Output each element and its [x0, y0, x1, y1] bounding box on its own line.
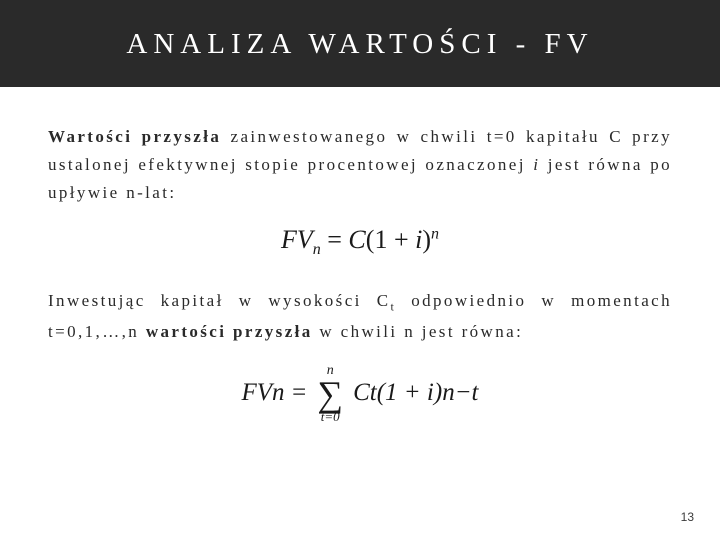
f2-c: C: [353, 379, 370, 406]
f2-ct-sub: t: [370, 379, 377, 406]
paragraph-1: Wartości przyszła zainwestowanego w chwi…: [48, 123, 672, 207]
para1-bold: Wartości przyszła: [48, 127, 221, 146]
f2-body: 1 + i: [385, 379, 434, 406]
formula-2: FVn = n ∑ t=0 Ct(1 + i)n−t: [48, 364, 672, 423]
formula-1: FVn = C(1 + i)n: [48, 225, 672, 259]
sigma-bottom: t=0: [321, 410, 340, 423]
f2-sup: n−t: [442, 379, 478, 406]
f1-sup-n: n: [431, 225, 439, 242]
f2-fv: FV: [241, 379, 272, 406]
f2-sub-n: n: [272, 379, 285, 406]
f2-lpar: (: [377, 379, 385, 406]
f1-fv: FV: [281, 225, 313, 254]
sigma-icon: n ∑ t=0: [317, 364, 343, 423]
f2-rpar: ): [434, 379, 442, 406]
f1-eq: =: [321, 225, 349, 254]
slide-title: ANALIZA WARTOŚCI - FV: [0, 28, 720, 61]
f1-rpar: ): [422, 225, 431, 254]
f2-rhs: Ct(1 + i)n−t: [353, 379, 478, 407]
sigma-symbol: ∑: [317, 378, 343, 410]
paragraph-2: Inwestując kapitał w wysokości Ct odpowi…: [48, 287, 672, 345]
f2-eq: =: [291, 379, 308, 407]
para2-tail: w chwili n jest równa:: [313, 322, 524, 341]
f1-sub-n: n: [313, 241, 321, 258]
f1-c: C: [348, 225, 365, 254]
f2-lhs: FVn: [241, 379, 284, 407]
title-bar: ANALIZA WARTOŚCI - FV: [0, 0, 720, 87]
page-number: 13: [681, 510, 694, 524]
para2-bold: wartości przyszła: [146, 322, 313, 341]
para2-lead: Inwestując kapitał w wysokości C: [48, 291, 391, 310]
slide-body: Wartości przyszła zainwestowanego w chwi…: [0, 87, 720, 423]
f1-body: 1 + i: [374, 225, 422, 254]
